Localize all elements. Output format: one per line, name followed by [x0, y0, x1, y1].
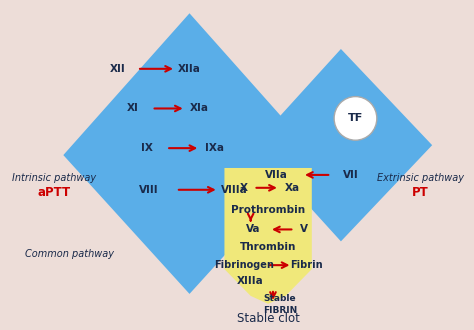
Text: Va: Va [246, 224, 261, 234]
Text: Extrinsic pathway: Extrinsic pathway [377, 173, 464, 183]
Text: XIa: XIa [190, 104, 209, 114]
Text: XII: XII [110, 64, 126, 74]
Text: VII: VII [343, 170, 358, 180]
Circle shape [334, 97, 377, 140]
Text: Stable: Stable [264, 294, 296, 303]
Text: Stable clot: Stable clot [237, 312, 300, 325]
Polygon shape [254, 49, 432, 241]
Text: VIII: VIII [139, 185, 158, 195]
Polygon shape [64, 13, 316, 294]
Text: Prothrombin: Prothrombin [231, 205, 305, 214]
Text: Fibrin: Fibrin [290, 260, 322, 270]
Text: XI: XI [126, 104, 138, 114]
Polygon shape [225, 168, 312, 304]
Text: PT: PT [412, 186, 429, 199]
Text: VIIIa: VIIIa [221, 185, 247, 195]
Text: IX: IX [141, 143, 153, 153]
Text: V: V [300, 224, 308, 234]
Text: Intrinsic pathway: Intrinsic pathway [11, 173, 96, 183]
Text: Common pathway: Common pathway [25, 249, 114, 259]
Text: FIBRIN: FIBRIN [263, 306, 297, 315]
Text: TF: TF [348, 114, 363, 123]
Text: Thrombin: Thrombin [240, 242, 296, 252]
Text: XIIa: XIIa [178, 64, 201, 74]
Text: Xa: Xa [285, 183, 300, 193]
Text: aPTT: aPTT [37, 186, 70, 199]
Text: VIIa: VIIa [265, 170, 288, 180]
Text: XIIIa: XIIIa [237, 276, 264, 286]
Text: X: X [240, 183, 248, 193]
Text: Fibrinogen: Fibrinogen [214, 260, 274, 270]
Text: IXa: IXa [205, 143, 224, 153]
